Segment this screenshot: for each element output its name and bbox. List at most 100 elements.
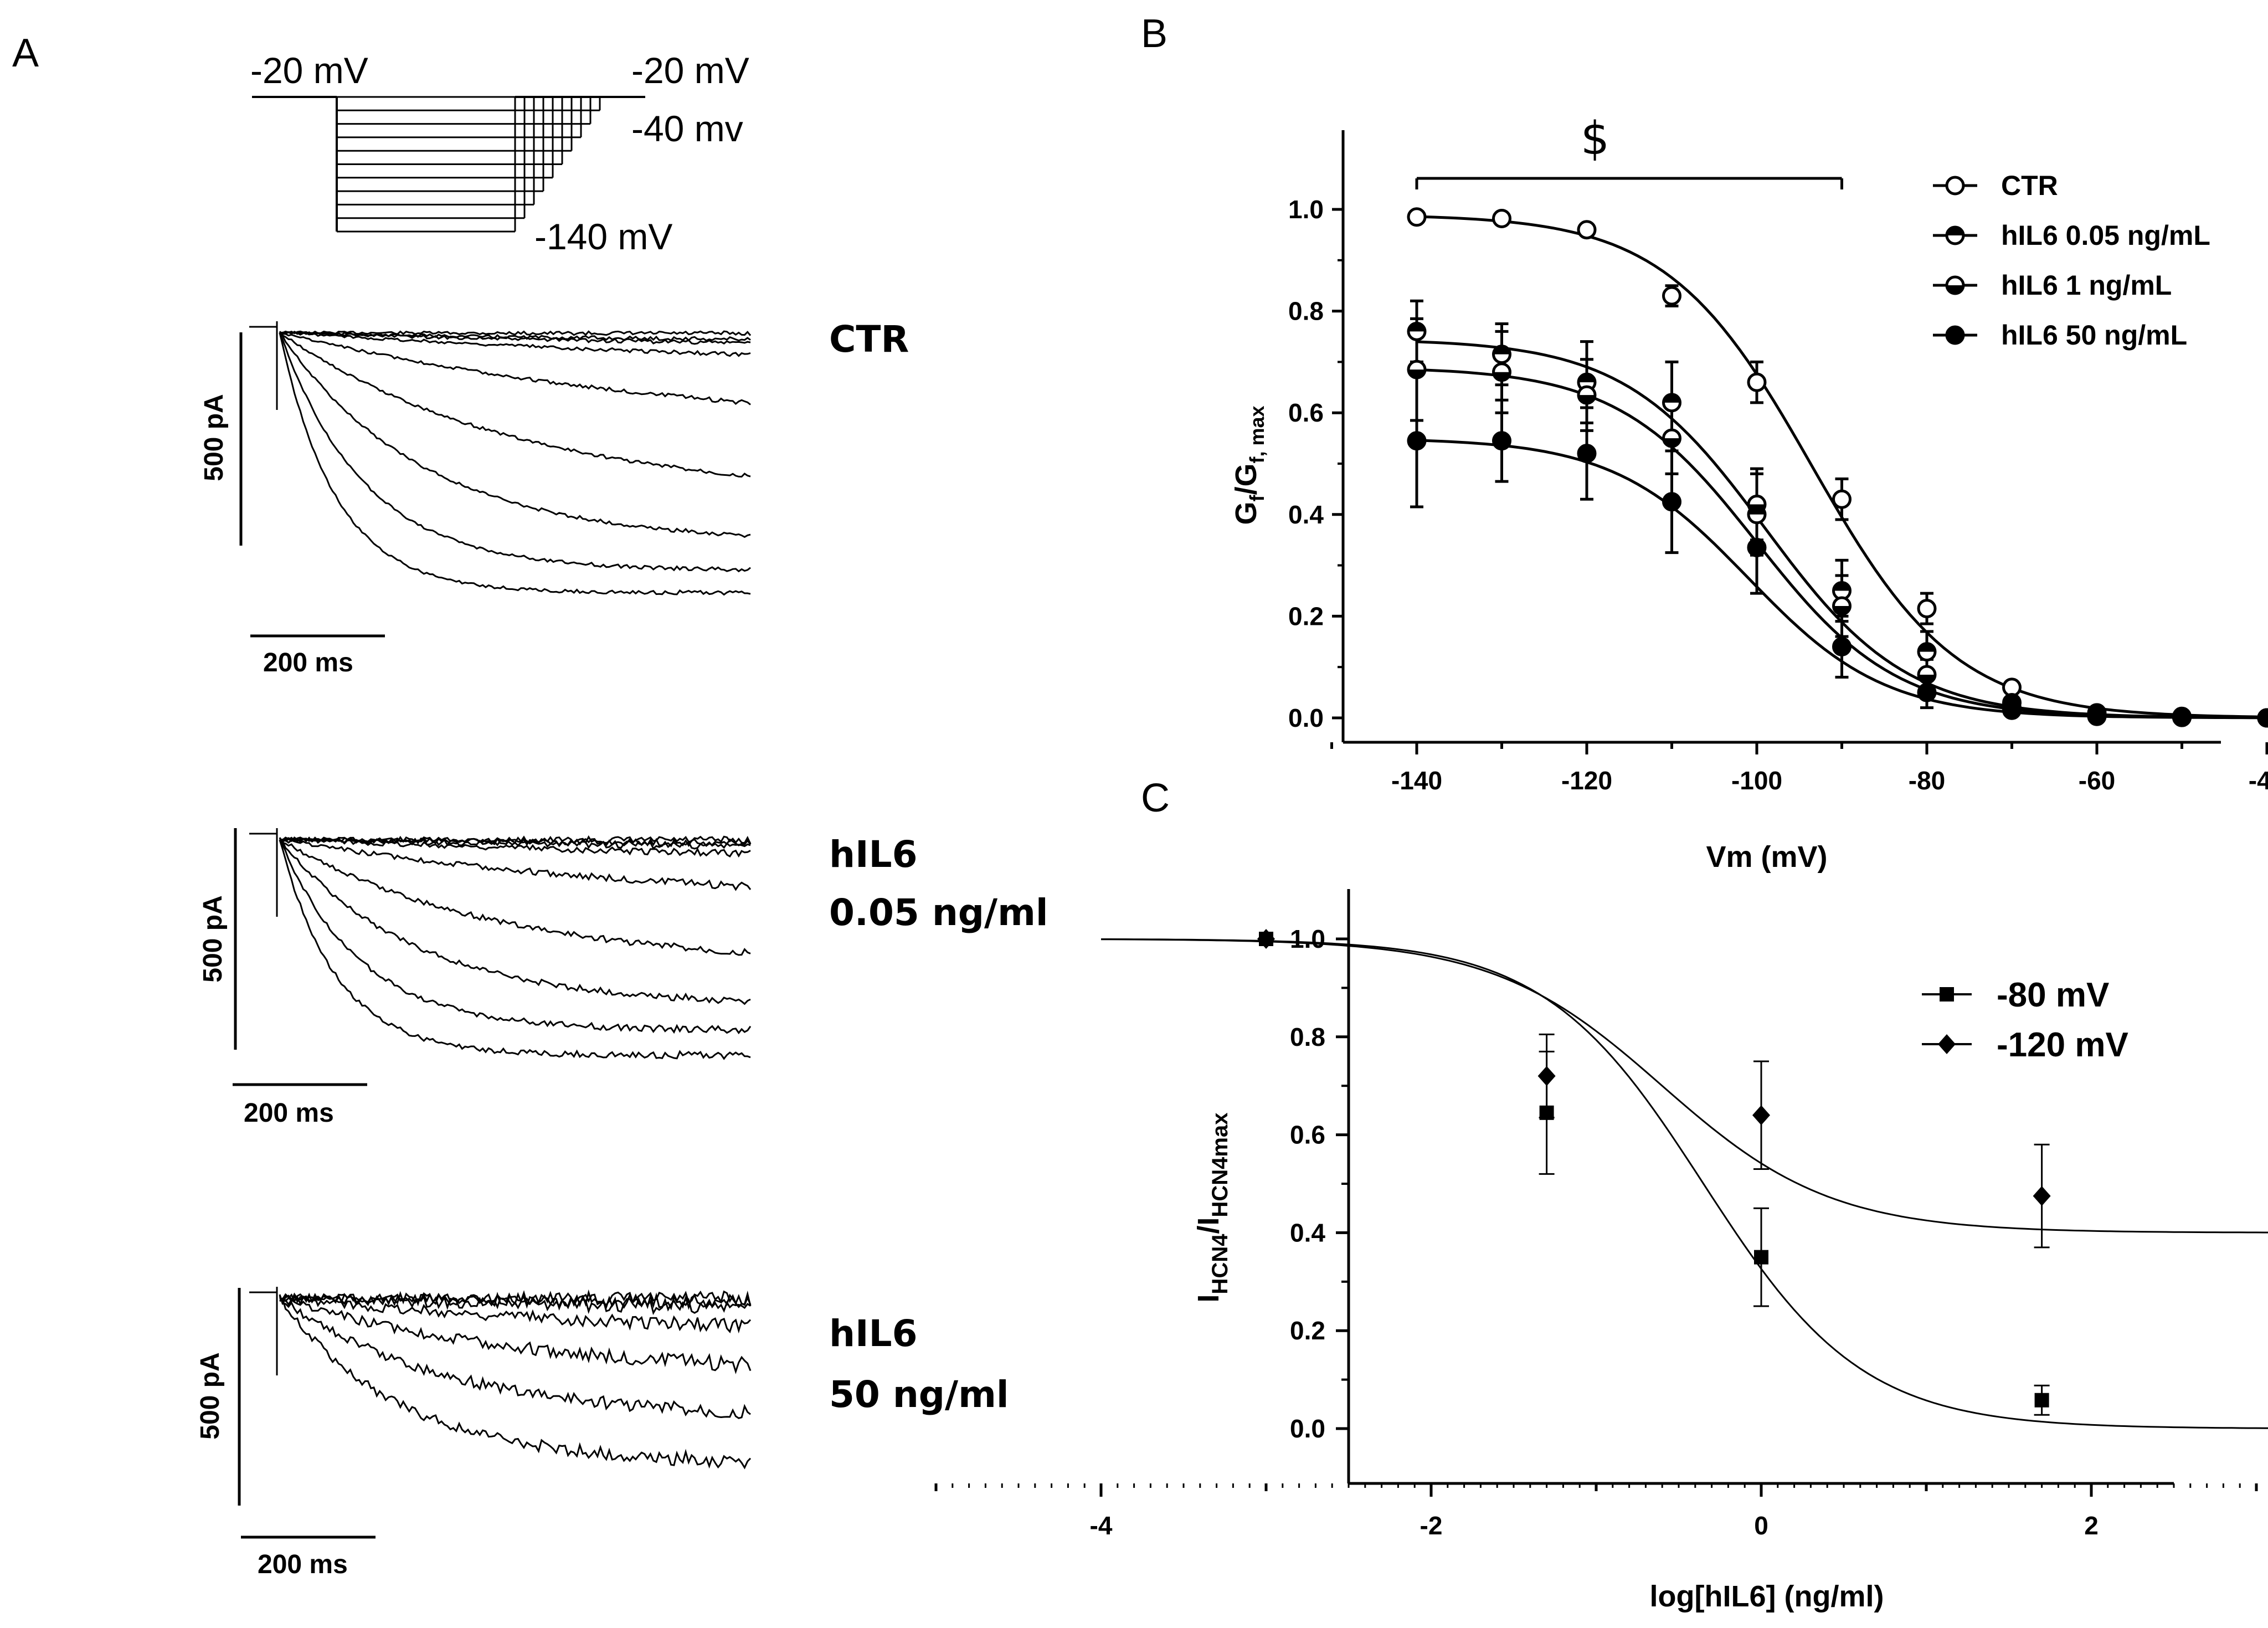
current-traces-ctr: [249, 321, 752, 596]
chart-b-point: [1407, 207, 1427, 227]
high-trace-sweep: [279, 1297, 752, 1470]
chart-b-point: [2087, 706, 2107, 726]
condition-hil6-high-line1: hIL6: [829, 1312, 918, 1355]
chart-c-ylabel-sub2: HCN4max: [1208, 1113, 1232, 1218]
condition-hil6-high-line2: 50 ng/ml: [829, 1373, 1009, 1416]
chart-b-point: [1832, 636, 1852, 656]
chart-b-xtick-label: -140: [1391, 766, 1442, 795]
ctr-trace-sweep: [279, 331, 751, 345]
chart-b-point-fill: [1663, 394, 1680, 403]
chart-b-point: [1492, 431, 1511, 451]
chart-c-ylabel-main: I: [1192, 1294, 1225, 1302]
chart-b-point: [1917, 682, 1937, 702]
chart-b-ytick-label: 0.2: [1288, 602, 1324, 630]
ctr-trace-sweep: [279, 331, 751, 478]
chart-b-point-fill: [1493, 346, 1510, 355]
chart-b-point-fill: [1748, 504, 1765, 513]
chart-c-legend-label: -80 mV: [1997, 976, 2109, 1014]
chart-c-dose-response: -4-2024 0.00.20.40.60.81.0 -80 mV-120 mV: [934, 889, 2268, 1540]
chart-b-point-fill: [1663, 438, 1680, 447]
chart-c-ytick-label: 0.2: [1290, 1316, 1325, 1345]
chart-b-point: [1662, 286, 1681, 306]
chart-c-ylabel-sub1: HCN4: [1208, 1234, 1232, 1295]
scale-current-high: 500 pA: [196, 1352, 225, 1439]
chart-b-ylabel-sub2: f, max: [1246, 405, 1268, 463]
low-trace-sweep: [279, 840, 752, 1035]
chart-c-ytick-label: 0.0: [1290, 1414, 1325, 1443]
ctr-trace-sweep: [279, 331, 751, 405]
ctr-trace-sweep: [279, 332, 751, 538]
chart-c-ylabel: IHCN4/IHCN4max: [1192, 1113, 1232, 1303]
chart-b-point-fill: [1919, 643, 1935, 652]
chart-c-xtick-label: 0: [1754, 1511, 1768, 1540]
low-trace-sweep: [279, 840, 751, 1005]
chart-c-legend-marker: [1940, 987, 1954, 1002]
chart-c-ytick-label: 1.0: [1290, 925, 1325, 953]
chart-b-xtick-label: -100: [1731, 766, 1782, 795]
low-trace-sweep: [279, 837, 751, 956]
protocol-step-bottom-label: -140 mV: [534, 216, 672, 257]
chart-b-ylabel-sub1: f: [1246, 495, 1268, 502]
panel-label-c: C: [1141, 776, 1170, 820]
chart-b-point: [2257, 708, 2268, 728]
chart-b-point: [1832, 489, 1852, 509]
chart-b-legend-marker-fill: [1947, 227, 1963, 235]
chart-c-ytick-label: 0.4: [1290, 1218, 1325, 1247]
chart-b-xtick-label: -60: [2079, 766, 2115, 795]
chart-c-point: [2033, 1186, 2051, 1206]
chart-b-point: [1662, 492, 1681, 512]
protocol-hold-left-label: -20 mV: [250, 50, 368, 91]
chart-b-point: [1747, 372, 1767, 392]
chart-c-point: [2034, 1393, 2049, 1408]
chart-b-legend-label: hIL6 50 ng/mL: [2001, 320, 2187, 351]
condition-hil6-low-line2: 0.05 ng/ml: [829, 891, 1048, 934]
chart-b-legend-marker: [1945, 176, 1965, 196]
chart-b-legend-label: hIL6 1 ng/mL: [2001, 270, 2172, 301]
chart-b-point: [2002, 700, 2022, 720]
chart-b-ylabel-main: G: [1230, 502, 1263, 525]
chart-b-point: [1747, 537, 1767, 557]
chart-b-ytick-label: 0.4: [1288, 500, 1324, 529]
scale-current-low: 500 pA: [198, 895, 228, 982]
chart-c-ytick-label: 0.8: [1290, 1023, 1325, 1051]
chart-b-point: [2172, 707, 2192, 727]
chart-b-point-fill: [1578, 374, 1595, 383]
ctr-trace-sweep: [279, 332, 751, 573]
chart-b-point: [1492, 209, 1511, 229]
chart-b-ylabel: Gf/Gf, max: [1230, 405, 1268, 525]
chart-c-xtick-label: -4: [1090, 1511, 1113, 1540]
chart-b-xlabel: Vm (mV): [1706, 840, 1827, 874]
chart-b-point: [1917, 599, 1937, 619]
chart-c-ytick-label: 0.6: [1290, 1121, 1325, 1149]
chart-b-xtick-label: -120: [1561, 766, 1612, 795]
chart-c-point: [1539, 1105, 1554, 1120]
chart-b-legend-marker: [1945, 325, 1965, 345]
condition-hil6-low-line1: hIL6: [829, 833, 918, 876]
chart-b-point-fill: [1493, 372, 1510, 381]
chart-b-ylabel-slash: /G: [1230, 464, 1263, 495]
chart-b-point-fill: [1833, 606, 1850, 615]
chart-b-activation-curve: -140 -120 -100 -80 -60 -40 0.0 0.2 0.4 0.6 0.8 1.0…: [1288, 130, 2268, 795]
chart-c-control-point: [1257, 929, 1275, 949]
chart-c-legend-marker: [1938, 1034, 1956, 1054]
chart-b-point-fill: [1833, 582, 1850, 591]
scale-current-ctr: 500 pA: [199, 394, 229, 481]
ctr-trace-sweep: [279, 332, 751, 596]
protocol-hold-right-label: -20 mV: [631, 50, 749, 91]
chart-b-legend-marker-fill: [1947, 285, 1963, 294]
high-trace-sweep: [279, 1294, 751, 1419]
high-trace-sweep: [279, 1295, 752, 1374]
chart-b-point: [1407, 431, 1427, 451]
chart-b-point: [1577, 444, 1597, 464]
chart-b-ytick-label: 1.0: [1288, 195, 1324, 224]
low-trace-sweep: [279, 837, 752, 891]
chart-b-point-fill: [1578, 395, 1595, 404]
chart-b-legend-label: CTR: [2001, 170, 2058, 201]
chart-c-xtick-label: -2: [1420, 1511, 1443, 1540]
chart-b-point-fill: [1919, 674, 1935, 683]
chart-c-point: [1752, 1105, 1770, 1126]
current-traces-hil6-0-05: [249, 828, 752, 1060]
chart-b-significance-symbol: $: [1581, 112, 1609, 165]
chart-b-ytick-label: 0.6: [1288, 398, 1324, 427]
